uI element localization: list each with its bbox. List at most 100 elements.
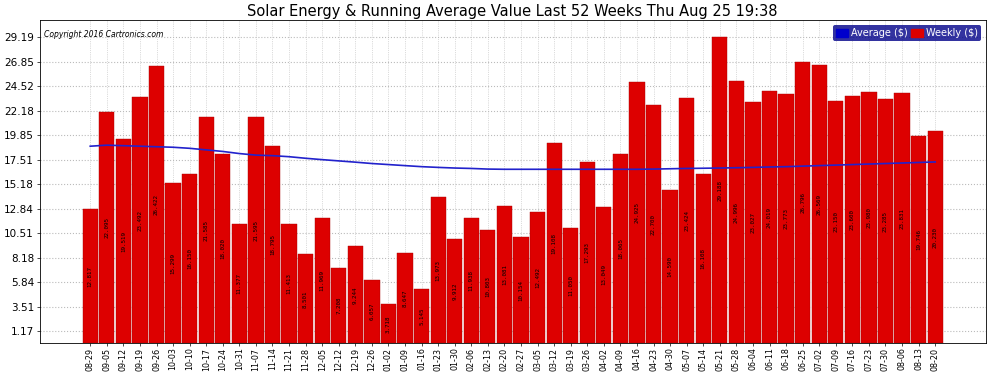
Text: 10.154: 10.154: [519, 280, 524, 301]
Bar: [696, 174, 711, 344]
Text: 23.285: 23.285: [883, 211, 888, 232]
Bar: [347, 246, 363, 344]
Bar: [928, 131, 942, 344]
Title: Solar Energy & Running Average Value Last 52 Weeks Thu Aug 25 19:38: Solar Energy & Running Average Value Las…: [248, 4, 778, 19]
Bar: [662, 190, 678, 344]
Text: 7.208: 7.208: [337, 297, 342, 314]
Bar: [645, 105, 661, 344]
Text: 10.803: 10.803: [485, 276, 490, 297]
Bar: [745, 102, 760, 344]
Text: 26.569: 26.569: [817, 194, 822, 214]
Text: 21.595: 21.595: [253, 220, 258, 241]
Bar: [778, 94, 794, 344]
Bar: [878, 99, 893, 344]
Text: 16.108: 16.108: [701, 248, 706, 269]
Text: 11.377: 11.377: [237, 273, 242, 294]
Text: 23.027: 23.027: [750, 212, 755, 233]
Bar: [630, 82, 644, 344]
Bar: [795, 62, 810, 344]
Text: 14.590: 14.590: [667, 256, 672, 278]
Text: 9.244: 9.244: [352, 286, 357, 304]
Text: 23.600: 23.600: [849, 209, 854, 230]
Text: 13.081: 13.081: [502, 264, 507, 285]
Text: 18.795: 18.795: [270, 234, 275, 255]
Legend: Average ($), Weekly ($): Average ($), Weekly ($): [834, 25, 981, 41]
Text: 11.938: 11.938: [469, 270, 474, 291]
Bar: [248, 117, 263, 344]
Text: 26.422: 26.422: [154, 194, 159, 215]
Bar: [381, 304, 396, 344]
Text: 16.150: 16.150: [187, 248, 192, 269]
Bar: [911, 136, 927, 344]
Text: 3.718: 3.718: [386, 315, 391, 333]
Text: 11.050: 11.050: [568, 275, 573, 296]
Bar: [215, 154, 231, 344]
Text: 5.145: 5.145: [419, 308, 424, 325]
Bar: [861, 92, 876, 344]
Text: 11.413: 11.413: [286, 273, 291, 294]
Text: 21.585: 21.585: [204, 220, 209, 241]
Bar: [829, 100, 843, 344]
Text: 29.188: 29.188: [718, 180, 723, 201]
Bar: [514, 237, 529, 344]
Text: 19.108: 19.108: [551, 233, 556, 254]
Text: 9.912: 9.912: [452, 283, 457, 300]
Bar: [894, 93, 910, 344]
Bar: [165, 183, 181, 344]
Text: 23.150: 23.150: [834, 211, 839, 232]
Text: 15.299: 15.299: [170, 253, 175, 274]
Text: 8.501: 8.501: [303, 290, 308, 308]
Bar: [281, 224, 297, 344]
Bar: [182, 174, 197, 344]
Bar: [530, 212, 545, 344]
Text: 23.773: 23.773: [784, 208, 789, 229]
Text: 19.519: 19.519: [121, 231, 126, 252]
Text: 23.424: 23.424: [684, 210, 689, 231]
Bar: [232, 224, 247, 344]
Bar: [546, 143, 561, 344]
Bar: [298, 254, 313, 344]
Bar: [199, 117, 214, 344]
Bar: [99, 112, 115, 344]
Bar: [729, 81, 744, 344]
Text: 18.065: 18.065: [618, 238, 623, 259]
Bar: [133, 97, 148, 344]
Text: 23.492: 23.492: [138, 210, 143, 231]
Text: 12.817: 12.817: [88, 266, 93, 287]
Bar: [447, 240, 462, 344]
Text: 22.700: 22.700: [651, 214, 656, 235]
Text: 8.647: 8.647: [403, 290, 408, 307]
Bar: [480, 230, 495, 344]
Bar: [497, 206, 512, 344]
Bar: [844, 96, 860, 344]
Bar: [397, 253, 413, 344]
Bar: [679, 98, 694, 344]
Bar: [116, 139, 131, 344]
Bar: [414, 290, 430, 344]
Bar: [812, 65, 827, 344]
Text: 26.796: 26.796: [800, 192, 805, 213]
Bar: [463, 218, 479, 344]
Text: 17.293: 17.293: [585, 242, 590, 263]
Bar: [315, 218, 330, 344]
Text: 24.925: 24.925: [635, 202, 640, 223]
Text: 13.973: 13.973: [436, 260, 441, 280]
Text: 23.980: 23.980: [866, 207, 871, 228]
Text: Copyright 2016 Cartronics.com: Copyright 2016 Cartronics.com: [45, 30, 163, 39]
Bar: [596, 207, 612, 344]
Bar: [265, 146, 280, 344]
Bar: [613, 154, 628, 344]
Text: 24.996: 24.996: [734, 202, 739, 223]
Text: 19.746: 19.746: [916, 230, 921, 251]
Text: 22.095: 22.095: [104, 217, 109, 238]
Bar: [563, 228, 578, 344]
Bar: [580, 162, 595, 344]
Text: 18.020: 18.020: [220, 238, 226, 260]
Bar: [364, 280, 379, 344]
Bar: [82, 209, 98, 344]
Bar: [331, 268, 346, 344]
Text: 6.057: 6.057: [369, 303, 374, 320]
Bar: [431, 197, 446, 344]
Text: 12.492: 12.492: [535, 267, 541, 288]
Bar: [148, 66, 164, 344]
